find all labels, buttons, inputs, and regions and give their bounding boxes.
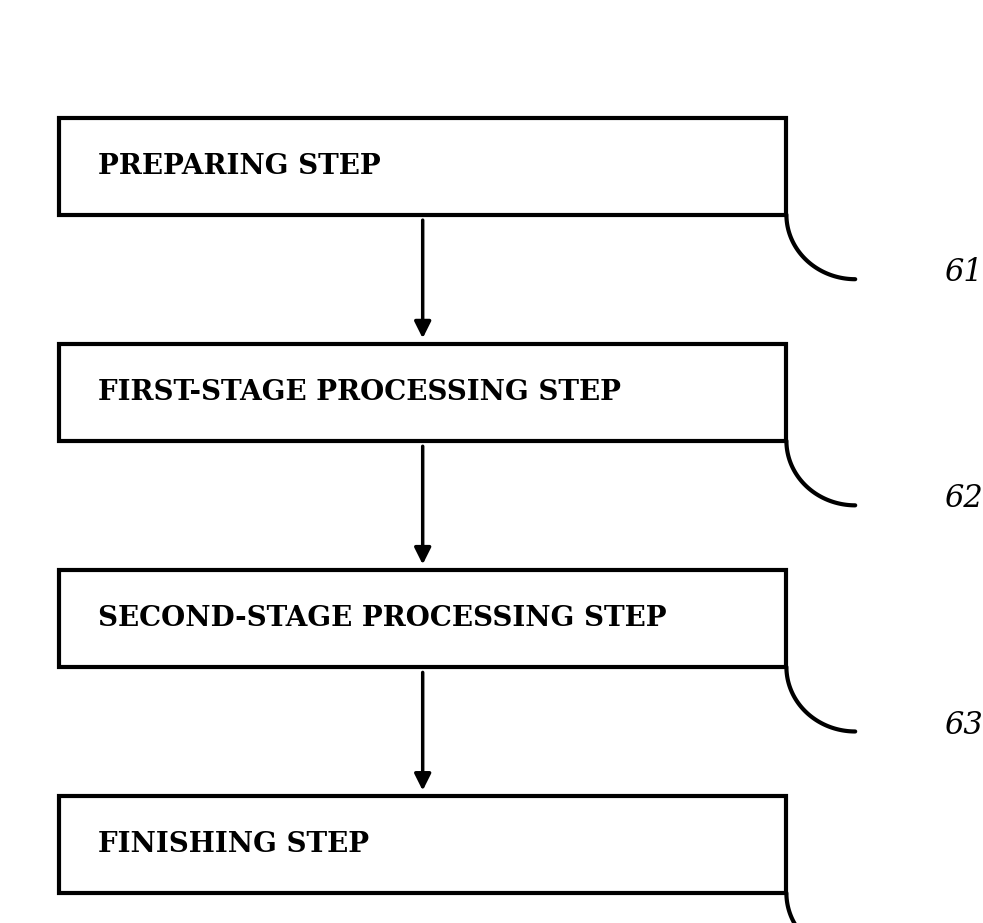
Polygon shape [59,569,786,666]
Text: 62: 62 [944,484,982,514]
Text: FINISHING STEP: FINISHING STEP [98,831,370,858]
Text: PREPARING STEP: PREPARING STEP [98,152,381,180]
Text: 63: 63 [944,710,982,740]
Text: SECOND-STAGE PROCESSING STEP: SECOND-STAGE PROCESSING STEP [98,605,666,632]
Text: 61: 61 [944,258,982,288]
Text: FIRST-STAGE PROCESSING STEP: FIRST-STAGE PROCESSING STEP [98,378,621,406]
Polygon shape [59,796,786,893]
Polygon shape [59,118,786,215]
Polygon shape [59,344,786,441]
